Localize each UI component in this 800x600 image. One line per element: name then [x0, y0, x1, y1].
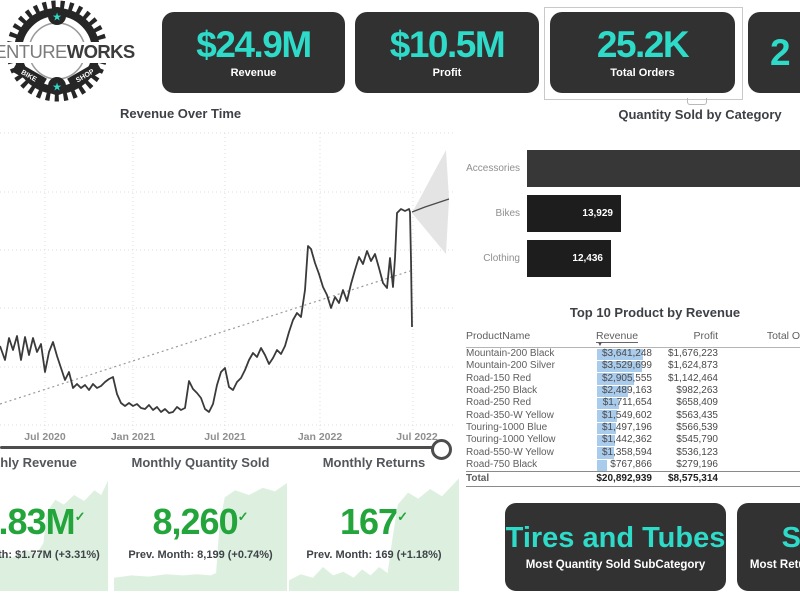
column-header-total-orders[interactable]: Total Orders — [766, 330, 800, 342]
table-row[interactable]: Road-150 Red $2,905,555 $1,142,464 — [466, 372, 718, 385]
card-title: Monthly Revenue — [0, 455, 77, 470]
table-row[interactable]: Touring-1000 Yellow $1,442,362 $545,790 — [466, 434, 718, 447]
bar-value-label: 13,929 — [582, 208, 613, 219]
star-icon: ★ — [52, 82, 62, 94]
kpi-label: Total Orders — [610, 67, 675, 79]
check-icon: ✓ — [237, 509, 249, 524]
kpi-value: 2 — [770, 32, 791, 73]
subcategory-label: Most Returned SubCategory — [749, 558, 800, 571]
sparkline-area — [114, 483, 287, 591]
star-icon: ★ — [52, 12, 62, 24]
card-value: 8,260✓ — [152, 501, 249, 542]
bar-value-label: 12,436 — [572, 253, 603, 264]
table-header-row: ProductName Revenue▼ Profit Total Orders — [466, 330, 800, 348]
table-row[interactable]: Road-250 Red $1,711,654 $658,409 — [466, 397, 718, 410]
date-range-slider-handle[interactable] — [431, 439, 452, 460]
revenue-data-bar — [597, 410, 617, 422]
bar-row-clothing: Clothing 12,436 — [462, 240, 800, 277]
table-body: Mountain-200 Black $3,641,248 $1,676,223 Mo… — [466, 348, 800, 471]
column-header-profit[interactable]: Profit — [693, 330, 718, 342]
table-row[interactable]: Road-350-W Yellow $1,549,602 $563,435 — [466, 409, 718, 422]
category-label: Accessories — [466, 163, 520, 174]
x-axis-tick-label: Jul 2020 — [24, 431, 66, 443]
card-prev-month: Prev. Month: 169 (+1.18%) — [306, 549, 442, 561]
card-prev-month: Prev. Month: $1.77M (+3.31%) — [0, 549, 100, 561]
card-value: 167✓ — [340, 501, 408, 542]
kpi-label: Revenue — [230, 67, 277, 79]
revenue-data-bar — [597, 447, 614, 459]
most-returned-subcategory-card[interactable]: Shorts Most Returned SubCategory — [737, 503, 800, 591]
subcategory-label: Most Quantity Sold SubCategory — [525, 558, 706, 571]
subcategory-value: Tires and Tubes — [505, 521, 726, 554]
check-icon: ✓ — [74, 509, 86, 524]
table-row[interactable]: Road-750 Black $767,866 $279,196 — [466, 459, 718, 471]
revenue-chart-title: Revenue Over Time — [120, 106, 242, 121]
bar-row-bikes: Bikes 13,929 — [462, 195, 800, 232]
card-title: Monthly Quantity Sold — [131, 455, 270, 470]
top10-table-title: Top 10 Product by Revenue — [569, 305, 741, 320]
revenue-data-bar — [597, 459, 607, 471]
card-prev-month: Prev. Month: 8,199 (+0.74%) — [128, 549, 273, 561]
selection-drag-handle[interactable] — [687, 98, 707, 105]
revenue-data-bar — [597, 360, 642, 373]
x-axis-tick-label: Jul 2021 — [204, 431, 246, 443]
date-range-slider-track[interactable] — [0, 446, 442, 449]
sort-desc-icon: ▼ — [597, 342, 603, 348]
revenue-data-bar — [597, 422, 616, 434]
revenue-data-bar — [597, 385, 628, 397]
category-bar[interactable]: 13,929 — [527, 195, 621, 232]
visual-selection-border — [544, 7, 743, 100]
kpi-value: $24.9M — [196, 24, 312, 65]
column-header-revenue[interactable]: Revenue ▼ — [596, 330, 639, 348]
monthly-returns-card[interactable]: Monthly Returns 167✓ Prev. Month: 169 (+… — [289, 455, 459, 595]
x-axis-tick-label: Jul 2022 — [396, 431, 438, 443]
table-row[interactable]: Touring-1000 Blue $1,497,196 $566,539 — [466, 422, 718, 434]
category-bar-chart: Accessories Bikes 13,929 Clothing 12,436 — [462, 140, 800, 290]
category-label: Bikes — [495, 208, 520, 219]
table-row[interactable]: Road-250 Black $2,489,163 $982,263 — [466, 385, 718, 397]
x-axis-tick-label: Jan 2021 — [110, 431, 156, 443]
category-bar[interactable]: 12,436 — [527, 240, 611, 277]
kpi-value: 25.2K — [596, 24, 690, 65]
revenue-line-chart[interactable] — [0, 125, 460, 460]
table-row[interactable]: Road-550-W Yellow $1,358,594 $536,123 — [466, 446, 718, 459]
category-label: Clothing — [483, 253, 520, 264]
logo-wordmark: ADVENTUREWORKS — [0, 42, 140, 63]
revenue-data-bar — [597, 434, 615, 447]
revenue-data-bar — [597, 373, 634, 385]
most-quantity-subcategory-card[interactable]: Tires and Tubes Most Quantity Sold SubCa… — [505, 503, 726, 591]
card-value: $1.83M✓ — [0, 501, 86, 542]
bar-row-accessories: Accessories — [462, 150, 800, 187]
sparkline-area — [289, 478, 459, 591]
kpi-card-partial[interactable]: 2 — [748, 12, 800, 93]
revenue-data-bar — [597, 348, 643, 360]
table-total-row: Total $20,892,939 $8,575,314 — [466, 471, 800, 487]
monthly-quantity-card[interactable]: Monthly Quantity Sold 8,260✓ Prev. Month… — [114, 455, 287, 595]
table-row[interactable]: Mountain-200 Silver $3,529,699 $1,624,873 — [466, 360, 718, 373]
card-title: Monthly Returns — [322, 455, 426, 470]
check-icon: ✓ — [397, 509, 408, 524]
subcategory-value: Shorts — [781, 521, 800, 554]
category-chart-title: Quantity Sold by Category — [618, 107, 782, 122]
monthly-revenue-card[interactable]: Monthly Revenue $1.83M✓ Prev. Month: $1.… — [0, 455, 108, 595]
kpi-card-revenue[interactable]: $24.9M Revenue — [162, 12, 345, 93]
x-axis-tick-label: Jan 2022 — [297, 431, 343, 443]
kpi-card-profit[interactable]: $10.5M Profit — [355, 12, 539, 93]
revenue-data-bar — [597, 397, 619, 410]
column-header-productname[interactable]: ProductName — [466, 330, 531, 342]
top10-product-table: ProductName Revenue▼ Profit Total Orders… — [466, 330, 800, 487]
table-row[interactable]: Mountain-200 Black $3,641,248 $1,676,223 — [466, 348, 718, 360]
adventureworks-logo: ★ ★ BIKE SHOP ADVENTUREWORKS — [0, 0, 150, 104]
sparkline-area — [0, 480, 108, 591]
kpi-label: Profit — [432, 67, 462, 79]
kpi-value: $10.5M — [389, 24, 506, 65]
category-bar[interactable] — [527, 150, 800, 187]
kpi-card-total-orders[interactable]: 25.2K Total Orders — [550, 12, 735, 93]
